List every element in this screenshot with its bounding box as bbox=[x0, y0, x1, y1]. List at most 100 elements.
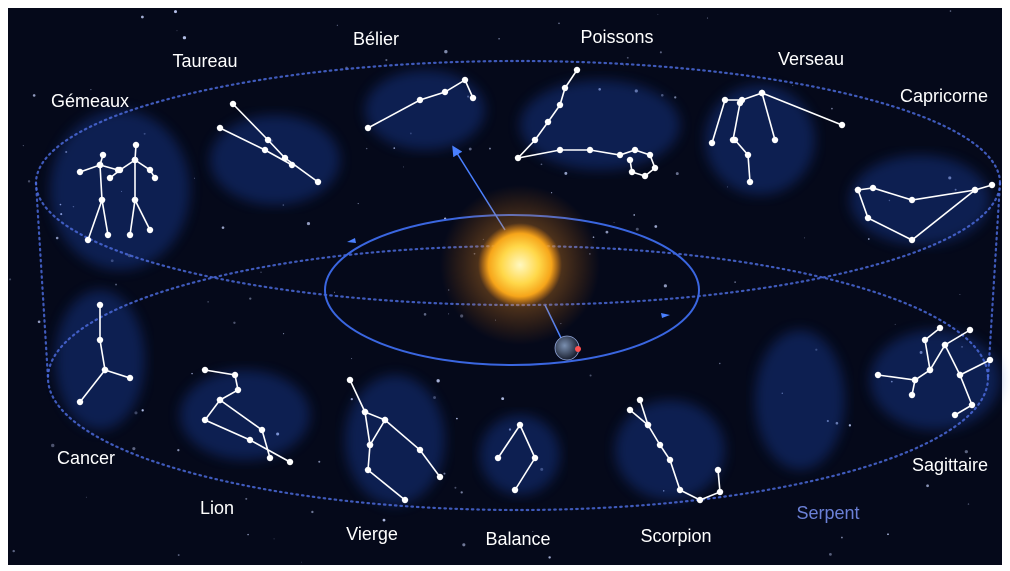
star bbox=[804, 237, 805, 238]
constellation-star bbox=[912, 377, 918, 383]
constellation-star bbox=[202, 417, 208, 423]
zodiac-diagram: Gémeaux Taureau Bélier Poissons Verseau … bbox=[0, 0, 1010, 571]
constellation-star bbox=[289, 162, 295, 168]
constellation-star bbox=[652, 165, 658, 171]
star bbox=[393, 147, 395, 149]
constellation-star bbox=[99, 197, 105, 203]
star bbox=[965, 450, 968, 453]
star bbox=[627, 57, 629, 59]
constellation-star bbox=[217, 397, 223, 403]
constellation-star bbox=[515, 155, 521, 161]
label: Gémeaux bbox=[51, 91, 129, 111]
star bbox=[174, 10, 177, 13]
star bbox=[868, 238, 870, 240]
label: Bélier bbox=[353, 29, 399, 49]
constellation-star bbox=[989, 182, 995, 188]
constellation-star bbox=[865, 215, 871, 221]
star bbox=[301, 562, 302, 563]
star bbox=[727, 186, 728, 187]
sun bbox=[478, 223, 562, 307]
star bbox=[548, 556, 550, 558]
star bbox=[489, 148, 491, 150]
constellation-star bbox=[315, 179, 321, 185]
constellation-star bbox=[532, 455, 538, 461]
constellation-star bbox=[362, 409, 368, 415]
constellation-star bbox=[627, 157, 633, 163]
star bbox=[403, 167, 404, 168]
star bbox=[792, 85, 793, 86]
star bbox=[194, 178, 195, 179]
constellation-star bbox=[647, 152, 653, 158]
constellation-star bbox=[97, 302, 103, 308]
star bbox=[633, 214, 635, 216]
star bbox=[33, 94, 36, 97]
constellation-star bbox=[987, 357, 993, 363]
star bbox=[307, 222, 310, 225]
star bbox=[926, 484, 929, 487]
constellation-star bbox=[972, 187, 978, 193]
star bbox=[207, 301, 209, 303]
star bbox=[831, 108, 833, 110]
star bbox=[654, 225, 657, 228]
constellation-star bbox=[132, 157, 138, 163]
star bbox=[454, 487, 456, 489]
constellation-star bbox=[365, 467, 371, 473]
star bbox=[351, 398, 353, 400]
constellation-star bbox=[909, 237, 915, 243]
constellation-star bbox=[745, 152, 751, 158]
constellation-star bbox=[532, 137, 538, 143]
constellation-star bbox=[235, 387, 241, 393]
constellation-star bbox=[587, 147, 593, 153]
star bbox=[366, 148, 367, 149]
star bbox=[178, 554, 180, 556]
constellation-star bbox=[557, 102, 563, 108]
constellation-star bbox=[77, 169, 83, 175]
star bbox=[564, 172, 567, 175]
star bbox=[132, 447, 135, 450]
constellation-star bbox=[382, 417, 388, 423]
constellation-star bbox=[637, 397, 643, 403]
constellation-star bbox=[77, 399, 83, 405]
constellation-star bbox=[127, 232, 133, 238]
constellation-star bbox=[102, 367, 108, 373]
star bbox=[590, 374, 592, 376]
constellation-star bbox=[287, 459, 293, 465]
constellation-star bbox=[909, 197, 915, 203]
star bbox=[245, 498, 247, 500]
star bbox=[9, 278, 11, 280]
label: Lion bbox=[200, 498, 234, 518]
constellation-star bbox=[402, 497, 408, 503]
constellation-star bbox=[462, 77, 468, 83]
constellation-star bbox=[645, 422, 651, 428]
constellation-star bbox=[97, 337, 103, 343]
label: Poissons bbox=[580, 27, 653, 47]
star bbox=[56, 237, 59, 240]
constellation-star bbox=[715, 467, 721, 473]
star bbox=[444, 50, 447, 53]
constellation-star bbox=[365, 125, 371, 131]
star bbox=[661, 94, 664, 97]
star bbox=[247, 534, 248, 535]
constellation-star bbox=[642, 173, 648, 179]
constellation-star bbox=[562, 85, 568, 91]
star bbox=[23, 145, 24, 146]
earth-marker bbox=[575, 346, 581, 352]
constellation-star bbox=[927, 367, 933, 373]
star bbox=[606, 231, 609, 234]
constellation-star bbox=[737, 100, 743, 106]
constellation-star bbox=[147, 167, 153, 173]
label: Verseau bbox=[778, 49, 844, 69]
star bbox=[249, 297, 251, 299]
constellation-star bbox=[247, 437, 253, 443]
constellation-star bbox=[495, 455, 501, 461]
star bbox=[448, 313, 449, 314]
constellation-star bbox=[417, 447, 423, 453]
constellation-star bbox=[909, 392, 915, 398]
constellation-star bbox=[969, 402, 975, 408]
constellation-star bbox=[875, 372, 881, 378]
constellation-star bbox=[629, 169, 635, 175]
star bbox=[501, 397, 504, 400]
star bbox=[461, 491, 463, 493]
star bbox=[177, 449, 179, 451]
constellation-star bbox=[545, 119, 551, 125]
